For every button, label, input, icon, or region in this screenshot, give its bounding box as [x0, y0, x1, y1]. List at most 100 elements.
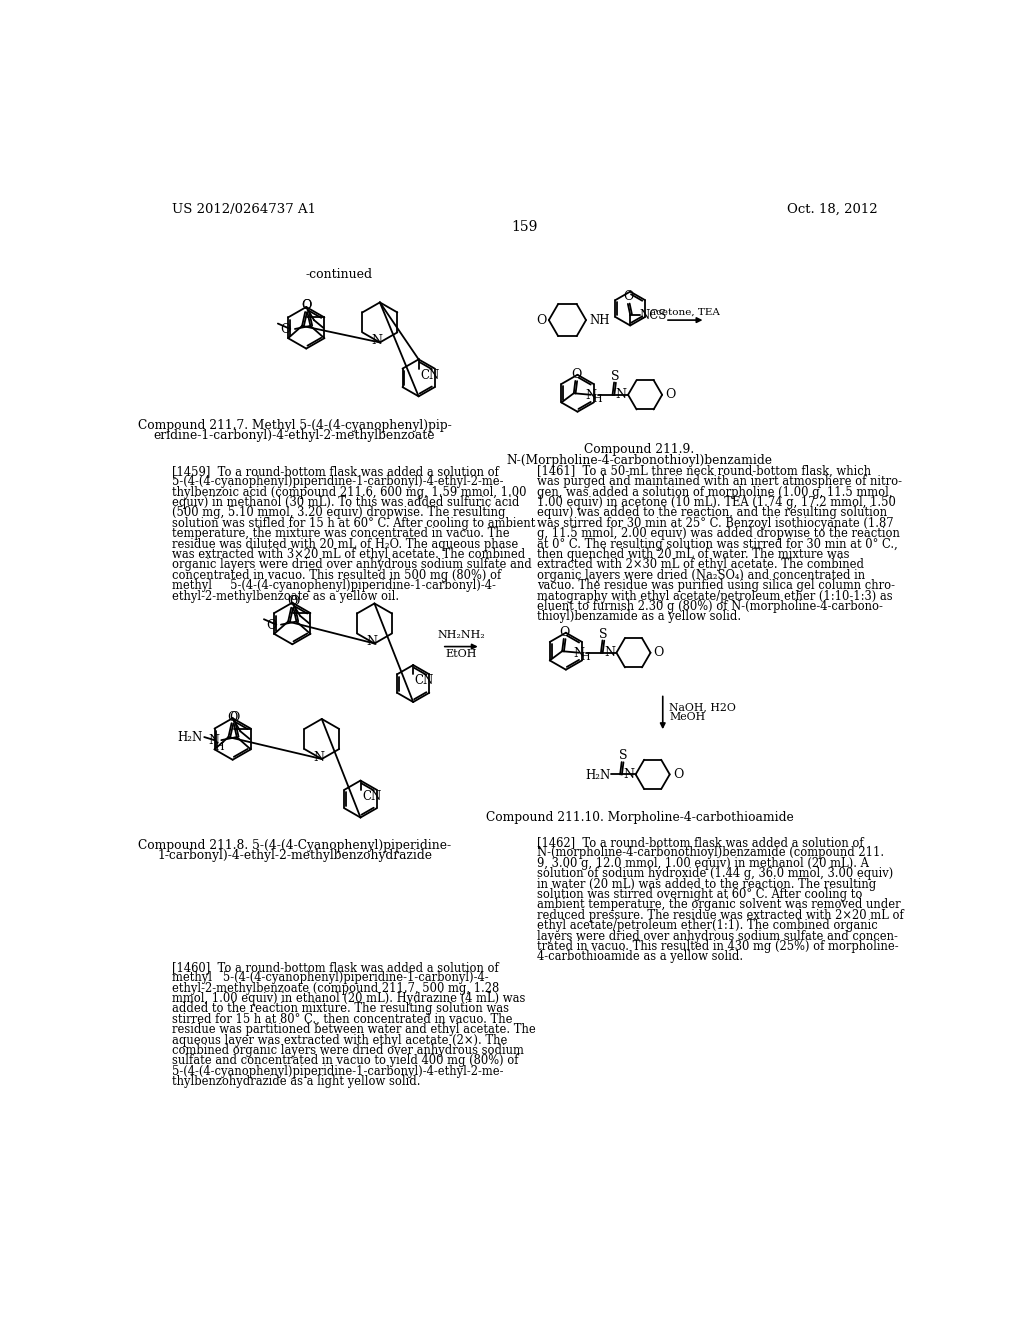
Text: was extracted with 3×20 mL of ethyl acetate. The combined: was extracted with 3×20 mL of ethyl acet…: [172, 548, 525, 561]
Text: gen, was added a solution of morpholine (1.00 g, 11.5 mmol,: gen, was added a solution of morpholine …: [538, 486, 893, 499]
Text: O: O: [559, 626, 569, 639]
Text: S: S: [610, 370, 620, 383]
Text: O: O: [666, 388, 676, 401]
Text: ambient temperature, the organic solvent was removed under: ambient temperature, the organic solvent…: [538, 899, 901, 911]
Text: N-(morpholine-4-carbonothioyl)benzamide (compound 211.: N-(morpholine-4-carbonothioyl)benzamide …: [538, 846, 885, 859]
Text: thylbenzohydrazide as a light yellow solid.: thylbenzohydrazide as a light yellow sol…: [172, 1074, 421, 1088]
Text: 5-(4-(4-cyanophenyl)piperidine-1-carbonyl)-4-ethyl-2-me-: 5-(4-(4-cyanophenyl)piperidine-1-carbony…: [172, 1065, 504, 1077]
Text: O: O: [653, 647, 664, 659]
Text: residue was partitioned between water and ethyl acetate. The: residue was partitioned between water an…: [172, 1023, 536, 1036]
Text: NH: NH: [589, 314, 609, 326]
Text: 5-(4-(4-cyanophenyl)piperidine-1-carbonyl)-4-ethyl-2-me-: 5-(4-(4-cyanophenyl)piperidine-1-carbony…: [172, 475, 504, 488]
Text: thylbenzoic acid (compound 211.6, 600 mg, 1.59 mmol, 1.00: thylbenzoic acid (compound 211.6, 600 mg…: [172, 486, 526, 499]
Text: O: O: [289, 595, 299, 609]
Text: N: N: [604, 647, 615, 659]
Text: O: O: [673, 768, 683, 781]
Text: solution was stirred overnight at 60° C. After cooling to: solution was stirred overnight at 60° C.…: [538, 888, 862, 902]
Text: O: O: [287, 595, 297, 609]
Text: O: O: [624, 289, 634, 302]
Text: methyl   5-(4-(4-cyanophenyl)piperidine-1-carbonyl)-4-: methyl 5-(4-(4-cyanophenyl)piperidine-1-…: [172, 972, 488, 985]
Text: Compound 211.9.: Compound 211.9.: [585, 444, 694, 457]
Text: temperature, the mixture was concentrated in vacuo. The: temperature, the mixture was concentrate…: [172, 527, 510, 540]
Text: mmol, 1.00 equiv) in ethanol (20 mL). Hydrazine (4 mL) was: mmol, 1.00 equiv) in ethanol (20 mL). Hy…: [172, 991, 525, 1005]
Text: then quenched with 20 mL of water. The mixture was: then quenched with 20 mL of water. The m…: [538, 548, 850, 561]
Text: extracted with 2×30 mL of ethyl acetate. The combined: extracted with 2×30 mL of ethyl acetate.…: [538, 558, 864, 572]
Text: acetone, TEA: acetone, TEA: [649, 308, 720, 317]
Text: CN: CN: [362, 789, 381, 803]
Text: 1-carbonyl)-4-ethyl-2-methylbenzohydrazide: 1-carbonyl)-4-ethyl-2-methylbenzohydrazi…: [157, 849, 432, 862]
Text: N: N: [573, 647, 585, 660]
Text: N: N: [615, 388, 627, 401]
Text: S: S: [599, 628, 607, 640]
Text: N: N: [313, 751, 325, 764]
Text: Compound 211.8. 5-(4-(4-Cyanophenyl)piperidine-: Compound 211.8. 5-(4-(4-Cyanophenyl)pipe…: [138, 840, 452, 853]
Text: vacuo. The residue was purified using silica gel column chro-: vacuo. The residue was purified using si…: [538, 579, 895, 593]
Text: Compound 211.10. Morpholine-4-carbothioamide: Compound 211.10. Morpholine-4-carbothioa…: [485, 812, 794, 825]
Text: N: N: [366, 635, 377, 648]
Text: equiv) was added to the reaction, and the resulting solution: equiv) was added to the reaction, and th…: [538, 507, 888, 520]
Text: NH₂NH₂: NH₂NH₂: [437, 631, 485, 640]
Text: O: O: [281, 323, 291, 337]
Text: g, 11.5 mmol, 2.00 equiv) was added dropwise to the reaction: g, 11.5 mmol, 2.00 equiv) was added drop…: [538, 527, 900, 540]
Text: ethyl-2-methylbenzoate (compound 211.7, 500 mg, 1.28: ethyl-2-methylbenzoate (compound 211.7, …: [172, 982, 500, 994]
Text: eridine-1-carbonyl)-4-ethyl-2-methylbenzoate: eridine-1-carbonyl)-4-ethyl-2-methylbenz…: [154, 429, 435, 442]
Text: trated in vacuo. This resulted in 430 mg (25%) of morpholine-: trated in vacuo. This resulted in 430 mg…: [538, 940, 899, 953]
Text: combined organic layers were dried over anhydrous sodium: combined organic layers were dried over …: [172, 1044, 524, 1057]
Text: H: H: [215, 742, 224, 752]
Text: concentrated in vacuo. This resulted in 500 mg (80%) of: concentrated in vacuo. This resulted in …: [172, 569, 502, 582]
Text: H: H: [592, 395, 602, 404]
Text: was purged and maintained with an inert atmosphere of nitro-: was purged and maintained with an inert …: [538, 475, 902, 488]
Text: O: O: [301, 298, 311, 312]
Text: in water (20 mL) was added to the reaction. The resulting: in water (20 mL) was added to the reacti…: [538, 878, 877, 891]
Text: organic layers were dried over anhydrous sodium sulfate and: organic layers were dried over anhydrous…: [172, 558, 531, 572]
Text: (500 mg, 5.10 mmol, 3.20 equiv) dropwise. The resulting: (500 mg, 5.10 mmol, 3.20 equiv) dropwise…: [172, 507, 506, 520]
Text: H₂N: H₂N: [178, 731, 203, 744]
Text: MeOH: MeOH: [669, 713, 706, 722]
Text: organic layers were dried (Na₂SO₄) and concentrated in: organic layers were dried (Na₂SO₄) and c…: [538, 569, 865, 582]
Text: at 0° C. The resulting solution was stirred for 30 min at 0° C.,: at 0° C. The resulting solution was stir…: [538, 537, 898, 550]
Text: solution was stifled for 15 h at 60° C. After cooling to ambient: solution was stifled for 15 h at 60° C. …: [172, 517, 536, 529]
Text: CN: CN: [415, 675, 434, 688]
Text: residue was diluted with 20 mL of H₂O. The aqueous phase: residue was diluted with 20 mL of H₂O. T…: [172, 537, 518, 550]
Text: stirred for 15 h at 80° C., then concentrated in vacuo. The: stirred for 15 h at 80° C., then concent…: [172, 1012, 513, 1026]
Text: N: N: [624, 768, 634, 781]
Text: N: N: [372, 334, 382, 347]
Text: [1462]  To a round-bottom flask was added a solution of: [1462] To a round-bottom flask was added…: [538, 836, 864, 849]
Text: methyl     5-(4-(4-cyanophenyl)piperidine-1-carbonyl)-4-: methyl 5-(4-(4-cyanophenyl)piperidine-1-…: [172, 579, 496, 593]
Text: O: O: [227, 710, 238, 723]
Text: NaOH, H2O: NaOH, H2O: [669, 702, 736, 713]
Text: EtOH: EtOH: [445, 649, 477, 659]
Text: added to the reaction mixture. The resulting solution was: added to the reaction mixture. The resul…: [172, 1002, 509, 1015]
Text: was stirred for 30 min at 25° C. Benzoyl isothiocyanate (1.87: was stirred for 30 min at 25° C. Benzoyl…: [538, 517, 894, 529]
Text: O: O: [536, 314, 546, 326]
Text: 159: 159: [512, 220, 538, 234]
Text: eluent to furnish 2.30 g (80%) of N-(morpholine-4-carbono-: eluent to furnish 2.30 g (80%) of N-(mor…: [538, 601, 883, 612]
Text: H₂N: H₂N: [586, 768, 611, 781]
Text: 9, 3.00 g, 12.0 mmol, 1.00 equiv) in methanol (20 mL). A: 9, 3.00 g, 12.0 mmol, 1.00 equiv) in met…: [538, 857, 869, 870]
Text: 4-carbothioamide as a yellow solid.: 4-carbothioamide as a yellow solid.: [538, 950, 743, 964]
Text: S: S: [618, 750, 628, 763]
Text: thioyl)benzamide as a yellow solid.: thioyl)benzamide as a yellow solid.: [538, 610, 741, 623]
Text: aqueous layer was extracted with ethyl acetate (2×). The: aqueous layer was extracted with ethyl a…: [172, 1034, 508, 1047]
Text: NCS: NCS: [640, 309, 667, 322]
Text: [1459]  To a round-bottom flask was added a solution of: [1459] To a round-bottom flask was added…: [172, 465, 499, 478]
Text: reduced pressure. The residue was extracted with 2×20 mL of: reduced pressure. The residue was extrac…: [538, 908, 904, 921]
Text: US 2012/0264737 A1: US 2012/0264737 A1: [172, 203, 316, 216]
Text: -continued: -continued: [305, 268, 373, 281]
Text: CN: CN: [420, 368, 439, 381]
Text: O: O: [571, 368, 582, 381]
Text: layers were dried over anhydrous sodium sulfate and concen-: layers were dried over anhydrous sodium …: [538, 929, 898, 942]
Text: N: N: [586, 389, 596, 403]
Text: O: O: [229, 710, 240, 723]
Text: solution of sodium hydroxide (1.44 g, 36.0 mmol, 3.00 equiv): solution of sodium hydroxide (1.44 g, 36…: [538, 867, 894, 880]
Text: [1460]  To a round-bottom flask was added a solution of: [1460] To a round-bottom flask was added…: [172, 961, 499, 974]
Text: matography with ethyl acetate/petroleum ether (1:10-1:3) as: matography with ethyl acetate/petroleum …: [538, 590, 893, 603]
Text: O: O: [301, 298, 311, 312]
Text: O: O: [266, 619, 276, 632]
Text: Compound 211.7. Methyl 5-(4-(4-cyanophenyl)pip-: Compound 211.7. Methyl 5-(4-(4-cyanophen…: [138, 418, 452, 432]
Text: N-(Morpholine-4-carbonothioyl)benzamide: N-(Morpholine-4-carbonothioyl)benzamide: [507, 454, 772, 467]
Text: N: N: [209, 734, 220, 747]
Text: ethyl acetate/petroleum ether(1:1). The combined organic: ethyl acetate/petroleum ether(1:1). The …: [538, 919, 878, 932]
Text: equiv) in methanol (30 mL). To this was added sulfuric acid: equiv) in methanol (30 mL). To this was …: [172, 496, 519, 510]
Text: Oct. 18, 2012: Oct. 18, 2012: [786, 203, 878, 216]
